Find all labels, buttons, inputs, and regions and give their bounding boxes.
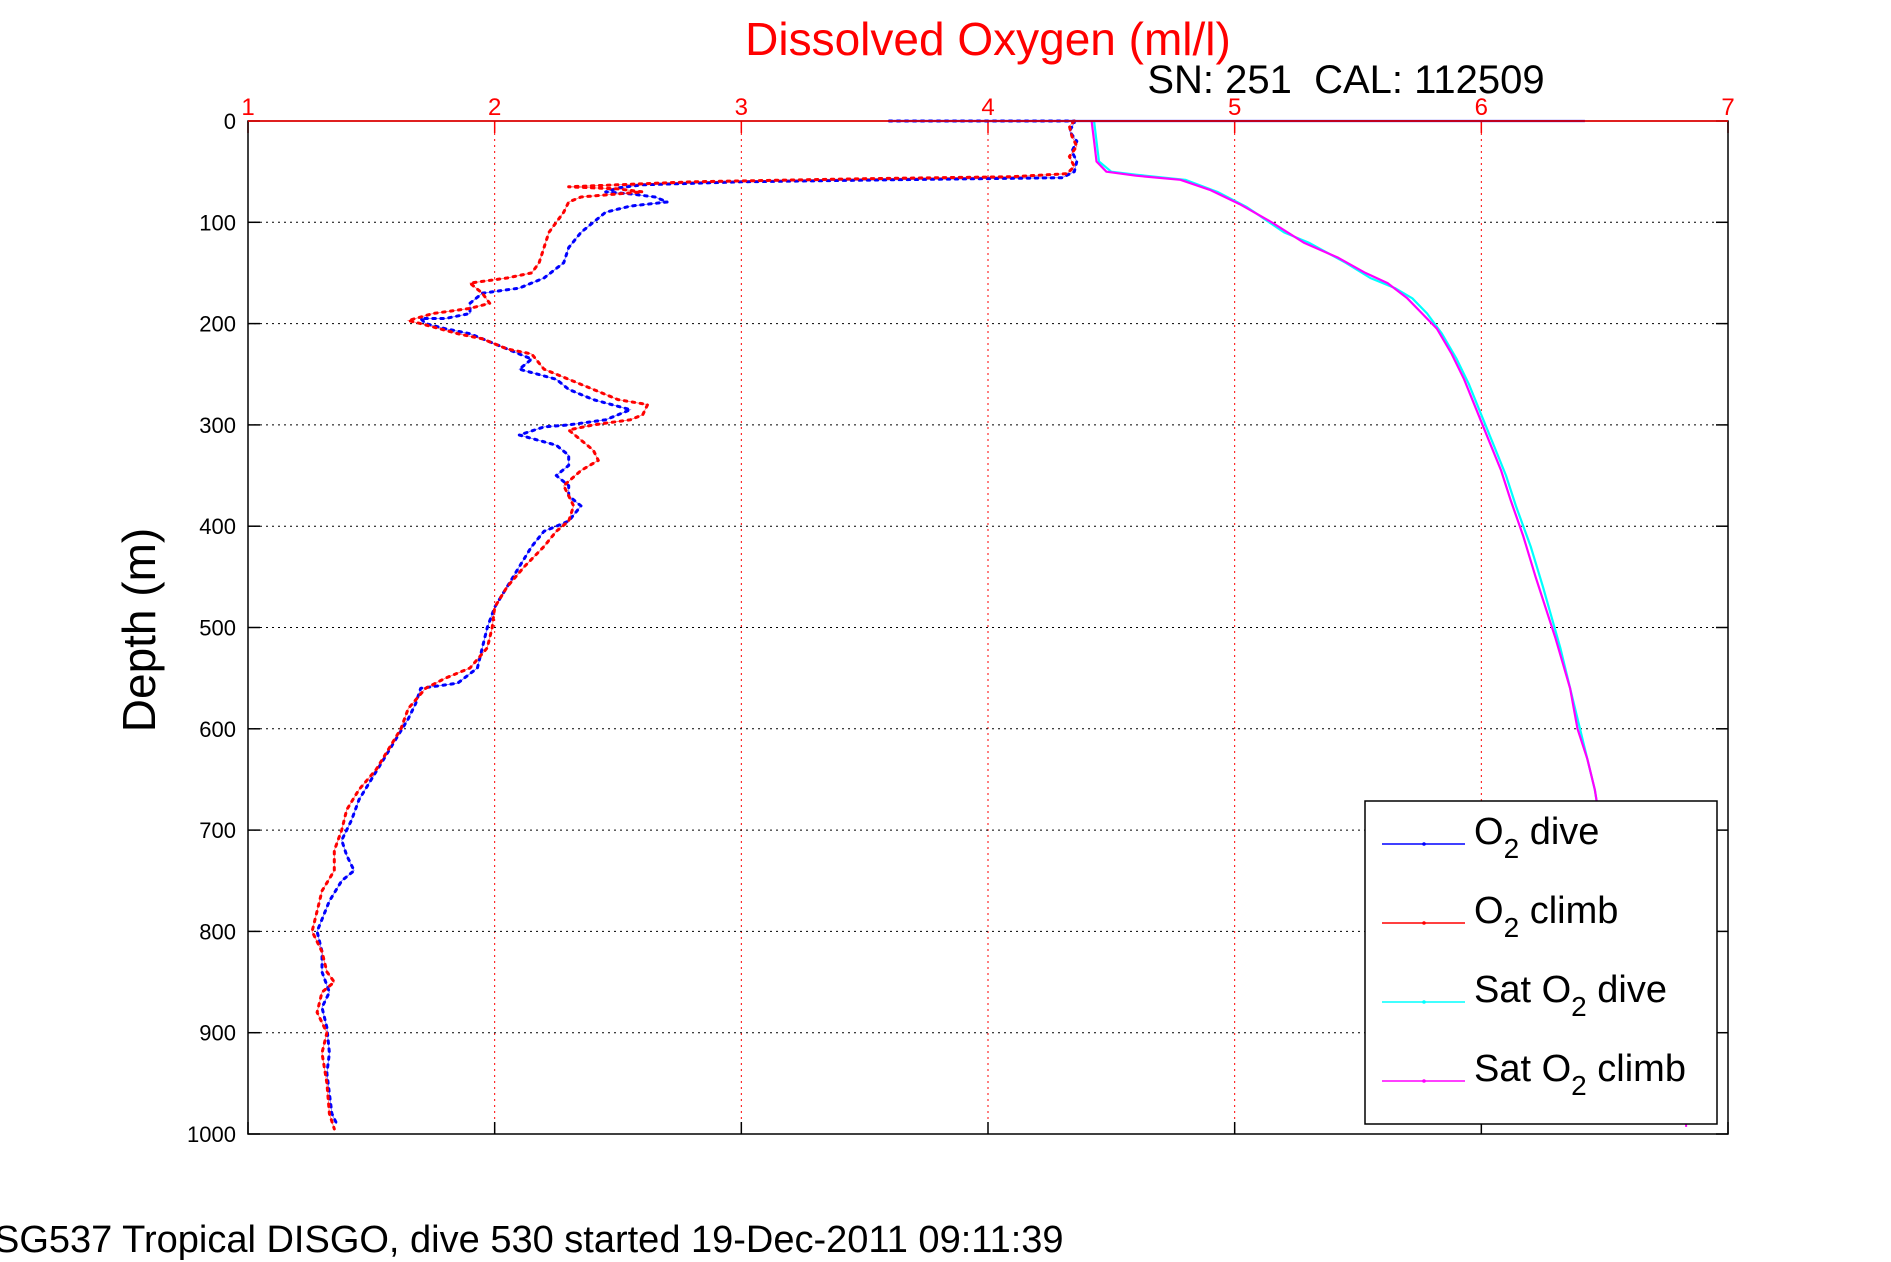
legend-marker xyxy=(1422,1000,1426,1004)
x-tick-label: 5 xyxy=(1228,94,1241,121)
x-tick-label: 7 xyxy=(1721,94,1734,121)
legend-label: O2 dive xyxy=(1474,811,1599,864)
x-tick-label: 6 xyxy=(1475,94,1488,121)
footer-caption: SG537 Tropical DISGO, dive 530 started 1… xyxy=(0,1219,1064,1261)
x-tick-label: 4 xyxy=(981,94,994,121)
series-layer xyxy=(310,119,1688,1131)
y-tick-label: 800 xyxy=(199,919,236,944)
legend-marker xyxy=(1422,1079,1426,1083)
y-tick-label: 100 xyxy=(199,210,236,235)
y-axis-label: Depth (m) xyxy=(113,528,165,732)
x-tick-label: 3 xyxy=(735,94,748,121)
series-line-o2-dive-trace xyxy=(316,120,1078,1125)
series-line-sat-o2-dive xyxy=(1093,120,1601,821)
x-tick-label: 1 xyxy=(241,94,254,121)
x-tick-labels: 1 2 3 4 5 6 7 xyxy=(241,94,1734,121)
series-line-sat-o2-climb xyxy=(1090,120,1601,821)
y-tick-label: 500 xyxy=(199,616,236,641)
legend-box xyxy=(1364,800,1718,1125)
chart-title: Dissolved Oxygen (ml/l) xyxy=(745,13,1231,65)
y-tick-label: 400 xyxy=(199,514,236,539)
series-line-o2-dive xyxy=(315,119,1079,1126)
series-line-o2-climb xyxy=(310,119,1079,1131)
legend-label: Sat O2 climb xyxy=(1474,1048,1686,1101)
y-tick-label: 900 xyxy=(199,1021,236,1046)
series-line-o2-climb-trace xyxy=(311,120,1078,1130)
y-tick-label: 300 xyxy=(199,413,236,438)
legend-label: O2 climb xyxy=(1474,890,1618,943)
y-tick-label: 1000 xyxy=(187,1122,236,1147)
y-tick-labels: 0 100 200 300 400 500 600 700 800 900 1000 xyxy=(187,109,236,1147)
y-tick-label: 200 xyxy=(199,312,236,337)
legend-label: Sat O2 dive xyxy=(1474,969,1667,1022)
y-tick-label: 0 xyxy=(224,109,236,134)
y-tick-label: 600 xyxy=(199,717,236,742)
legend: O2 dive O2 climb Sat O2 dive Sat O2 climb xyxy=(1364,800,1718,1125)
y-tick-label: 700 xyxy=(199,818,236,843)
chart-subtitle: SN: 251 CAL: 112509 xyxy=(1147,58,1544,102)
x-tick-label: 2 xyxy=(488,94,501,121)
legend-marker xyxy=(1422,842,1426,846)
legend-marker xyxy=(1422,921,1426,925)
